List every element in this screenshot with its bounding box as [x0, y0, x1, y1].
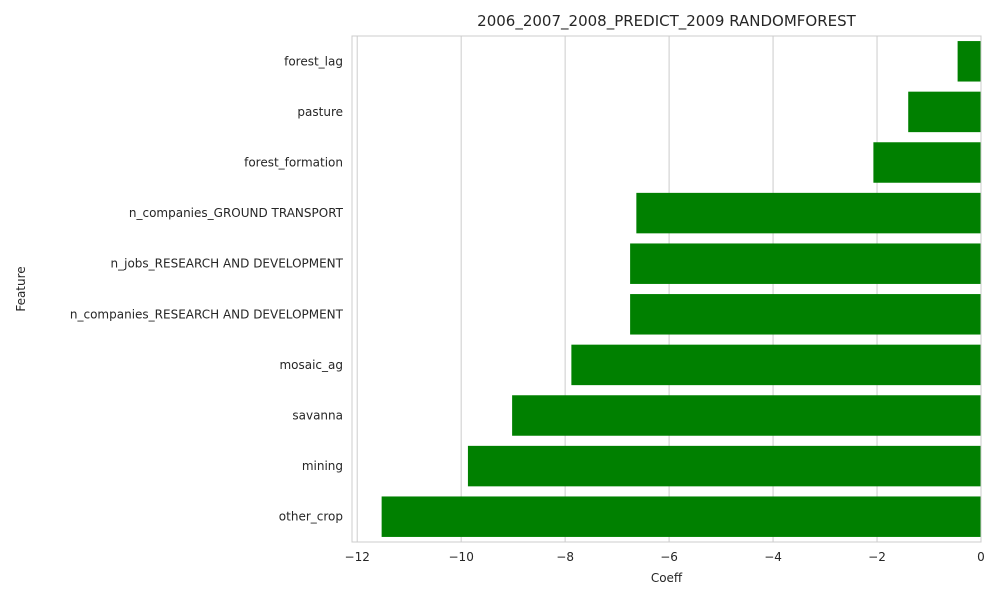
- x-tick-label: −6: [660, 550, 678, 564]
- y-tick-label: forest_lag: [284, 54, 343, 68]
- bar-savanna: [512, 395, 981, 436]
- y-tick-label: n_jobs_RESEARCH AND DEVELOPMENT: [111, 257, 344, 271]
- bar-pasture: [908, 91, 981, 133]
- x-tick-labels: −12 −10 −8 −6 −4 −2 0: [345, 550, 985, 564]
- bar-n-companies-ground-transport: [636, 192, 981, 234]
- y-tick-label: other_crop: [279, 510, 343, 524]
- x-tick-label: −12: [345, 550, 370, 564]
- bar-mining: [467, 445, 982, 487]
- chart-title: 2006_2007_2008_PREDICT_2009 RANDOMFOREST: [477, 12, 856, 31]
- x-tick-label: −2: [868, 550, 886, 564]
- x-tick-label: −10: [449, 550, 474, 564]
- y-tick-label: n_companies_RESEARCH AND DEVELOPMENT: [70, 307, 344, 321]
- y-tick-label: forest_formation: [244, 156, 343, 170]
- x-tick-label: −8: [556, 550, 574, 564]
- bar-other-crop: [381, 496, 981, 537]
- bars: [381, 41, 982, 537]
- x-tick-label: −4: [764, 550, 782, 564]
- y-tick-label: mosaic_ag: [279, 358, 343, 372]
- x-tick-label: 0: [977, 550, 985, 564]
- bar-n-companies-research-and-development: [630, 294, 981, 335]
- y-tick-label: pasture: [297, 105, 343, 119]
- bar-mosaic-ag: [571, 344, 981, 386]
- y-tick-label: mining: [302, 459, 343, 473]
- y-axis-label: Feature: [14, 266, 28, 311]
- bar-forest-formation: [873, 142, 981, 183]
- bar-n-jobs-research-and-development: [630, 243, 981, 284]
- plot-frame: [351, 35, 982, 543]
- x-axis-label: Coeff: [651, 571, 683, 585]
- y-tick-label: savanna: [292, 409, 343, 423]
- bar-forest-lag: [957, 41, 981, 82]
- y-tick-label: n_companies_GROUND TRANSPORT: [129, 206, 344, 220]
